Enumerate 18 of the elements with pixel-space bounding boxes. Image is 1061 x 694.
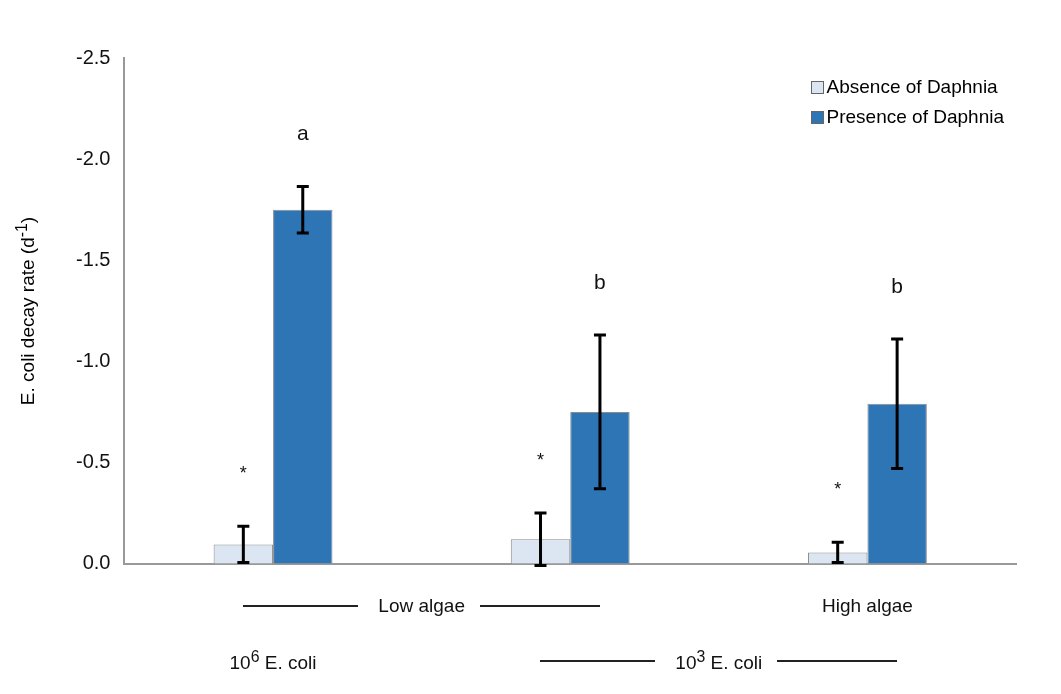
y-tick-label: -1.5 bbox=[75, 247, 111, 270]
y-tick-label: -1.0 bbox=[75, 348, 111, 371]
legend-label: Presence of Daphnia bbox=[826, 106, 1004, 128]
y-tick-label: -0.5 bbox=[75, 450, 111, 472]
text: Low algae bbox=[378, 594, 465, 617]
annotation: b bbox=[594, 269, 606, 293]
y-tick-label: -2.0 bbox=[75, 146, 111, 169]
text: High algae bbox=[821, 594, 913, 617]
annotation: * bbox=[239, 463, 247, 484]
text: 10$^{3}$ E. coli bbox=[675, 647, 763, 674]
legend-label: Absence of Daphnia bbox=[826, 76, 998, 98]
text: 10$^{6}$ E. coli bbox=[229, 647, 317, 674]
annotation: b bbox=[891, 273, 903, 297]
annotation: * bbox=[834, 479, 842, 500]
y-tick-label: 0.0 bbox=[82, 551, 111, 574]
y-tick-label: -2.5 bbox=[75, 45, 111, 68]
annotation: * bbox=[537, 450, 545, 471]
annotation: a bbox=[296, 121, 309, 145]
